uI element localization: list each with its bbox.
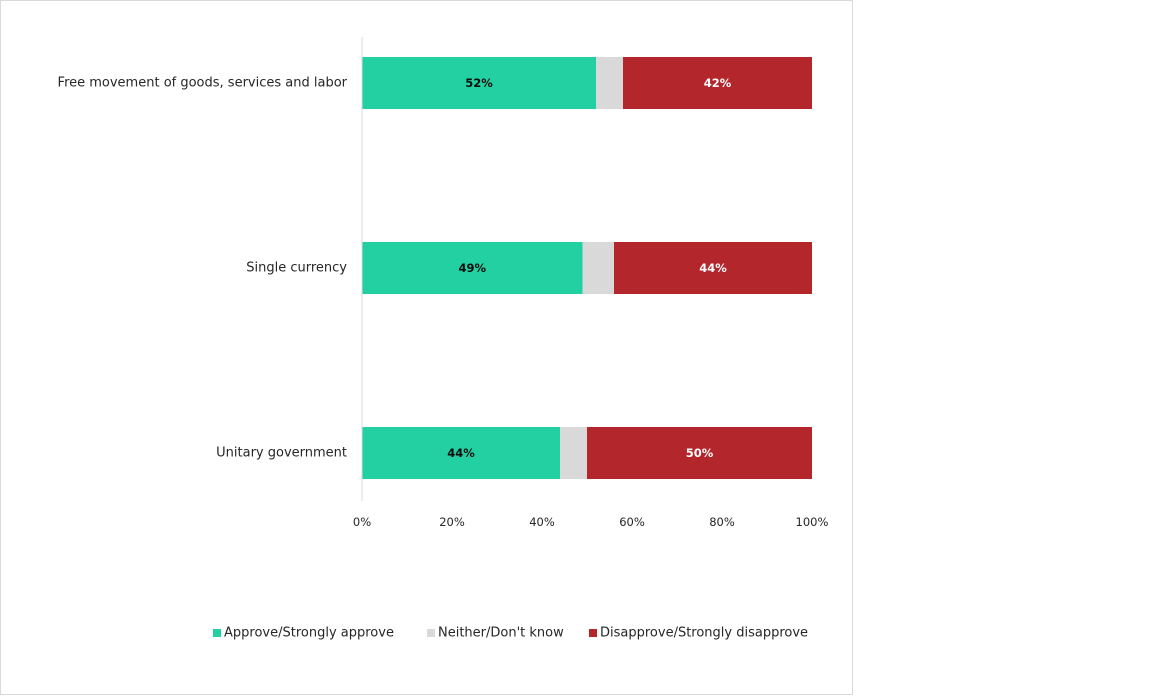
data-label: 49% <box>458 261 486 275</box>
data-label: 44% <box>699 261 727 275</box>
legend-label: Disapprove/Strongly disapprove <box>600 626 808 641</box>
legend: Approve/Strongly approve Neither/Don't kn… <box>213 626 808 641</box>
legend-swatch <box>589 629 597 637</box>
legend-label: Approve/Strongly approve <box>224 626 394 641</box>
category-label: Unitary government <box>216 446 347 461</box>
bar-segment <box>560 427 587 479</box>
bar-segment <box>623 57 812 109</box>
x-tick-label: 20% <box>439 515 465 529</box>
data-label: 42% <box>704 76 732 90</box>
stacked-bar-chart: 52% 42% 49% 44% 44% 50% Free movement of good… <box>58 37 829 641</box>
bars-layer: 52% 42% 49% 44% 44% 50% <box>362 57 812 479</box>
data-label: 52% <box>465 76 493 90</box>
x-axis-ticks: 0% 20% 40% 60% 80% 100% <box>353 515 829 529</box>
x-tick-label: 60% <box>619 515 645 529</box>
category-label: Single currency <box>246 261 347 276</box>
legend-swatch <box>427 629 435 637</box>
x-tick-label: 100% <box>796 515 829 529</box>
category-label: Free movement of goods, services and lab… <box>58 76 348 91</box>
x-tick-label: 80% <box>709 515 735 529</box>
bar-segment <box>582 242 614 294</box>
chart-frame: 52% 42% 49% 44% 44% 50% Free movement of good… <box>0 0 853 695</box>
data-label: 50% <box>686 446 714 460</box>
bar-segment <box>614 242 812 294</box>
bar-segment <box>362 242 583 294</box>
category-labels: Free movement of goods, services and lab… <box>58 76 348 461</box>
bar-segment <box>362 427 560 479</box>
bar-segment <box>362 57 596 109</box>
bar-segment <box>587 427 812 479</box>
x-tick-label: 0% <box>353 515 371 529</box>
data-label: 44% <box>447 446 475 460</box>
x-tick-label: 40% <box>529 515 555 529</box>
bar-segment <box>596 57 623 109</box>
legend-swatch <box>213 629 221 637</box>
legend-label: Neither/Don't know <box>438 626 564 641</box>
